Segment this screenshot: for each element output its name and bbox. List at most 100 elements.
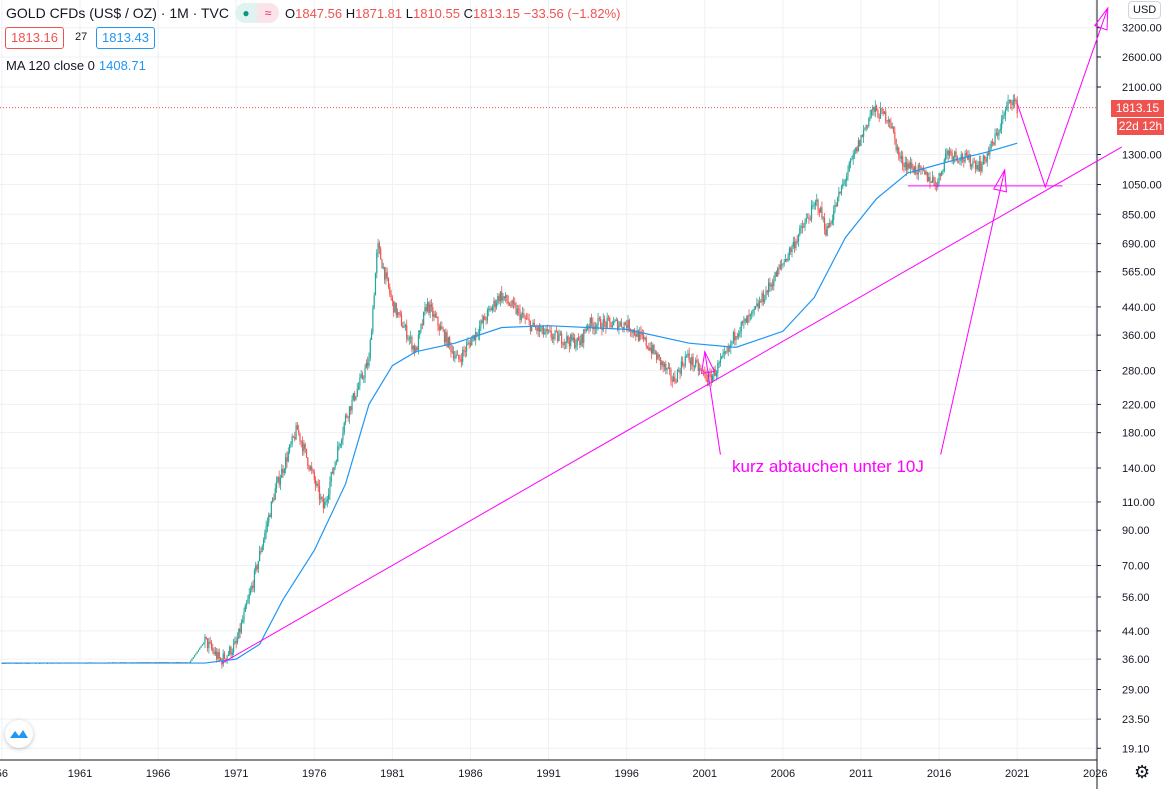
x-tick-label: 1986 bbox=[458, 768, 482, 780]
candle-body bbox=[700, 368, 702, 370]
candle-body bbox=[343, 422, 345, 433]
candle-body bbox=[881, 108, 883, 110]
candle-body bbox=[950, 151, 952, 153]
candle-body bbox=[400, 315, 403, 327]
candle-body bbox=[218, 652, 220, 659]
candle-body bbox=[283, 469, 285, 473]
candle-body bbox=[428, 302, 430, 313]
candle-body bbox=[667, 367, 669, 369]
candle-body bbox=[291, 436, 293, 444]
symbol-title[interactable]: GOLD CFDs (US$ / OZ) · 1M · TVC bbox=[6, 5, 229, 21]
candle-body bbox=[281, 468, 283, 479]
candle-body bbox=[779, 264, 781, 269]
candle-body bbox=[602, 319, 604, 331]
candle-body bbox=[331, 471, 334, 474]
candle-body bbox=[516, 308, 518, 314]
candle-body bbox=[538, 326, 541, 332]
candle-body bbox=[805, 218, 807, 223]
candle-body bbox=[397, 312, 399, 316]
tradingview-logo-icon[interactable] bbox=[5, 720, 33, 748]
candle-body bbox=[937, 181, 939, 187]
candle-body bbox=[891, 126, 893, 128]
candle-body bbox=[380, 248, 382, 260]
candle-body bbox=[274, 488, 276, 500]
candle-body bbox=[984, 155, 986, 160]
candle-body bbox=[663, 363, 666, 367]
candle-body bbox=[408, 338, 410, 339]
candle-body bbox=[527, 318, 529, 320]
currency-button[interactable]: USD bbox=[1128, 1, 1162, 19]
candle-body bbox=[812, 205, 814, 207]
candle-body bbox=[721, 356, 723, 359]
candle-body bbox=[870, 110, 873, 116]
bar-countdown-label: 22d 12h bbox=[1117, 118, 1164, 135]
candle-body bbox=[786, 258, 788, 261]
candle-body bbox=[438, 325, 440, 331]
x-tick-label: 2001 bbox=[693, 768, 717, 780]
x-tick-label: 1966 bbox=[146, 768, 170, 780]
low-label: L bbox=[405, 5, 413, 21]
candle-body bbox=[452, 351, 455, 359]
candle-body bbox=[735, 336, 737, 341]
candle-body bbox=[649, 347, 651, 351]
candle-body bbox=[915, 166, 917, 174]
candle-body bbox=[558, 335, 560, 342]
candle-body bbox=[633, 329, 636, 335]
candle-body bbox=[212, 648, 214, 651]
candle-body bbox=[304, 444, 306, 449]
candle-body bbox=[214, 651, 216, 655]
candle-body bbox=[537, 326, 539, 332]
candle-body bbox=[958, 160, 960, 162]
candle-body bbox=[364, 368, 366, 378]
y-tick-label: 36.00 bbox=[1122, 654, 1150, 666]
candle-body bbox=[857, 140, 859, 152]
candle-body bbox=[869, 115, 871, 119]
candle-body bbox=[722, 353, 724, 357]
candle-body bbox=[266, 522, 269, 527]
ma-legend[interactable]: MA 120 close 0 1408.71 bbox=[6, 58, 146, 73]
candle-body bbox=[709, 373, 711, 375]
candle-body bbox=[278, 476, 280, 485]
candle-body bbox=[206, 638, 209, 649]
candle-body bbox=[628, 319, 630, 331]
candle-body bbox=[497, 296, 499, 304]
candle-body bbox=[577, 337, 580, 341]
candle-body bbox=[826, 226, 828, 236]
settings-gear-icon[interactable]: ⚙ bbox=[1134, 762, 1151, 782]
candle-body bbox=[519, 309, 521, 320]
candle-body bbox=[476, 332, 478, 335]
candle-body bbox=[279, 478, 282, 485]
candle-body bbox=[961, 154, 964, 160]
candle-body bbox=[316, 483, 318, 486]
status-pill[interactable]: ● ≈ bbox=[234, 3, 279, 23]
candle-body bbox=[249, 589, 252, 595]
candle-body bbox=[1015, 99, 1017, 102]
candle-body bbox=[264, 533, 266, 541]
candle-body bbox=[410, 336, 412, 339]
candle-body bbox=[730, 342, 732, 349]
candle-body bbox=[442, 329, 444, 331]
buy-button[interactable]: 1813.43 bbox=[96, 27, 155, 49]
candle-body bbox=[406, 325, 408, 339]
candle-body bbox=[868, 118, 870, 126]
candle-body bbox=[588, 325, 590, 328]
candle-body bbox=[570, 334, 572, 347]
candle-body bbox=[616, 319, 619, 330]
candle-body bbox=[301, 442, 304, 452]
candle-body bbox=[808, 217, 810, 220]
candle-body bbox=[1010, 99, 1012, 103]
sell-button[interactable]: 1813.16 bbox=[5, 27, 64, 49]
candle-body bbox=[272, 498, 274, 502]
candle-body bbox=[572, 337, 574, 341]
candle-body bbox=[564, 341, 567, 343]
candle-body bbox=[329, 481, 331, 495]
candle-body bbox=[288, 444, 291, 452]
candle-body bbox=[259, 551, 261, 562]
candle-body bbox=[985, 159, 987, 162]
chart-annotation-text[interactable]: kurz abtauchen unter 10J bbox=[732, 457, 924, 476]
candle-body bbox=[817, 199, 819, 210]
candle-body bbox=[313, 471, 315, 480]
candle-body bbox=[551, 337, 554, 340]
